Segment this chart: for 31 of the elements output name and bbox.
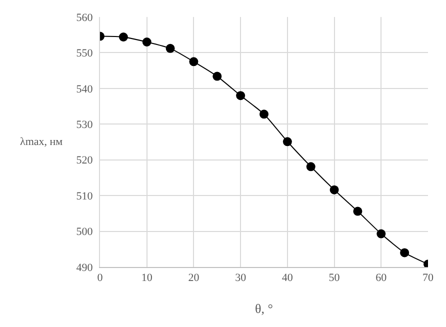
point — [118, 32, 128, 42]
y-tick-label: 550 — [76, 48, 94, 60]
y-tick-label: 520 — [76, 154, 94, 167]
y-tick-label: 560 — [76, 12, 94, 24]
x-tick-label: 60 — [376, 272, 388, 284]
point — [212, 72, 222, 81]
x-tick-label: 30 — [235, 272, 247, 284]
point — [142, 38, 152, 46]
y-tick-label: 500 — [76, 226, 94, 238]
point — [189, 57, 198, 66]
point — [400, 248, 410, 258]
point — [260, 110, 268, 119]
x-tick-label: 50 — [328, 272, 340, 284]
x-tick-label: 10 — [141, 272, 153, 284]
y-tick-label: 510 — [76, 190, 94, 202]
point — [306, 162, 316, 172]
y-tick-label: 490 — [76, 262, 94, 274]
x-tick-label: 40 — [282, 272, 294, 284]
point — [236, 91, 246, 100]
x-tick-label: 0 — [97, 272, 104, 284]
point — [376, 229, 386, 238]
point — [282, 137, 292, 146]
point — [166, 44, 175, 53]
y-axis-title: λmax, нм — [20, 136, 63, 148]
y-tick-label: 540 — [76, 83, 94, 96]
x-tick-label: 20 — [188, 272, 200, 284]
point — [330, 185, 339, 194]
y-tick-label: 530 — [76, 118, 94, 131]
x-tick-label: 70 — [422, 272, 434, 284]
x-axis-title: θ, ° — [255, 300, 273, 316]
point — [353, 206, 362, 216]
